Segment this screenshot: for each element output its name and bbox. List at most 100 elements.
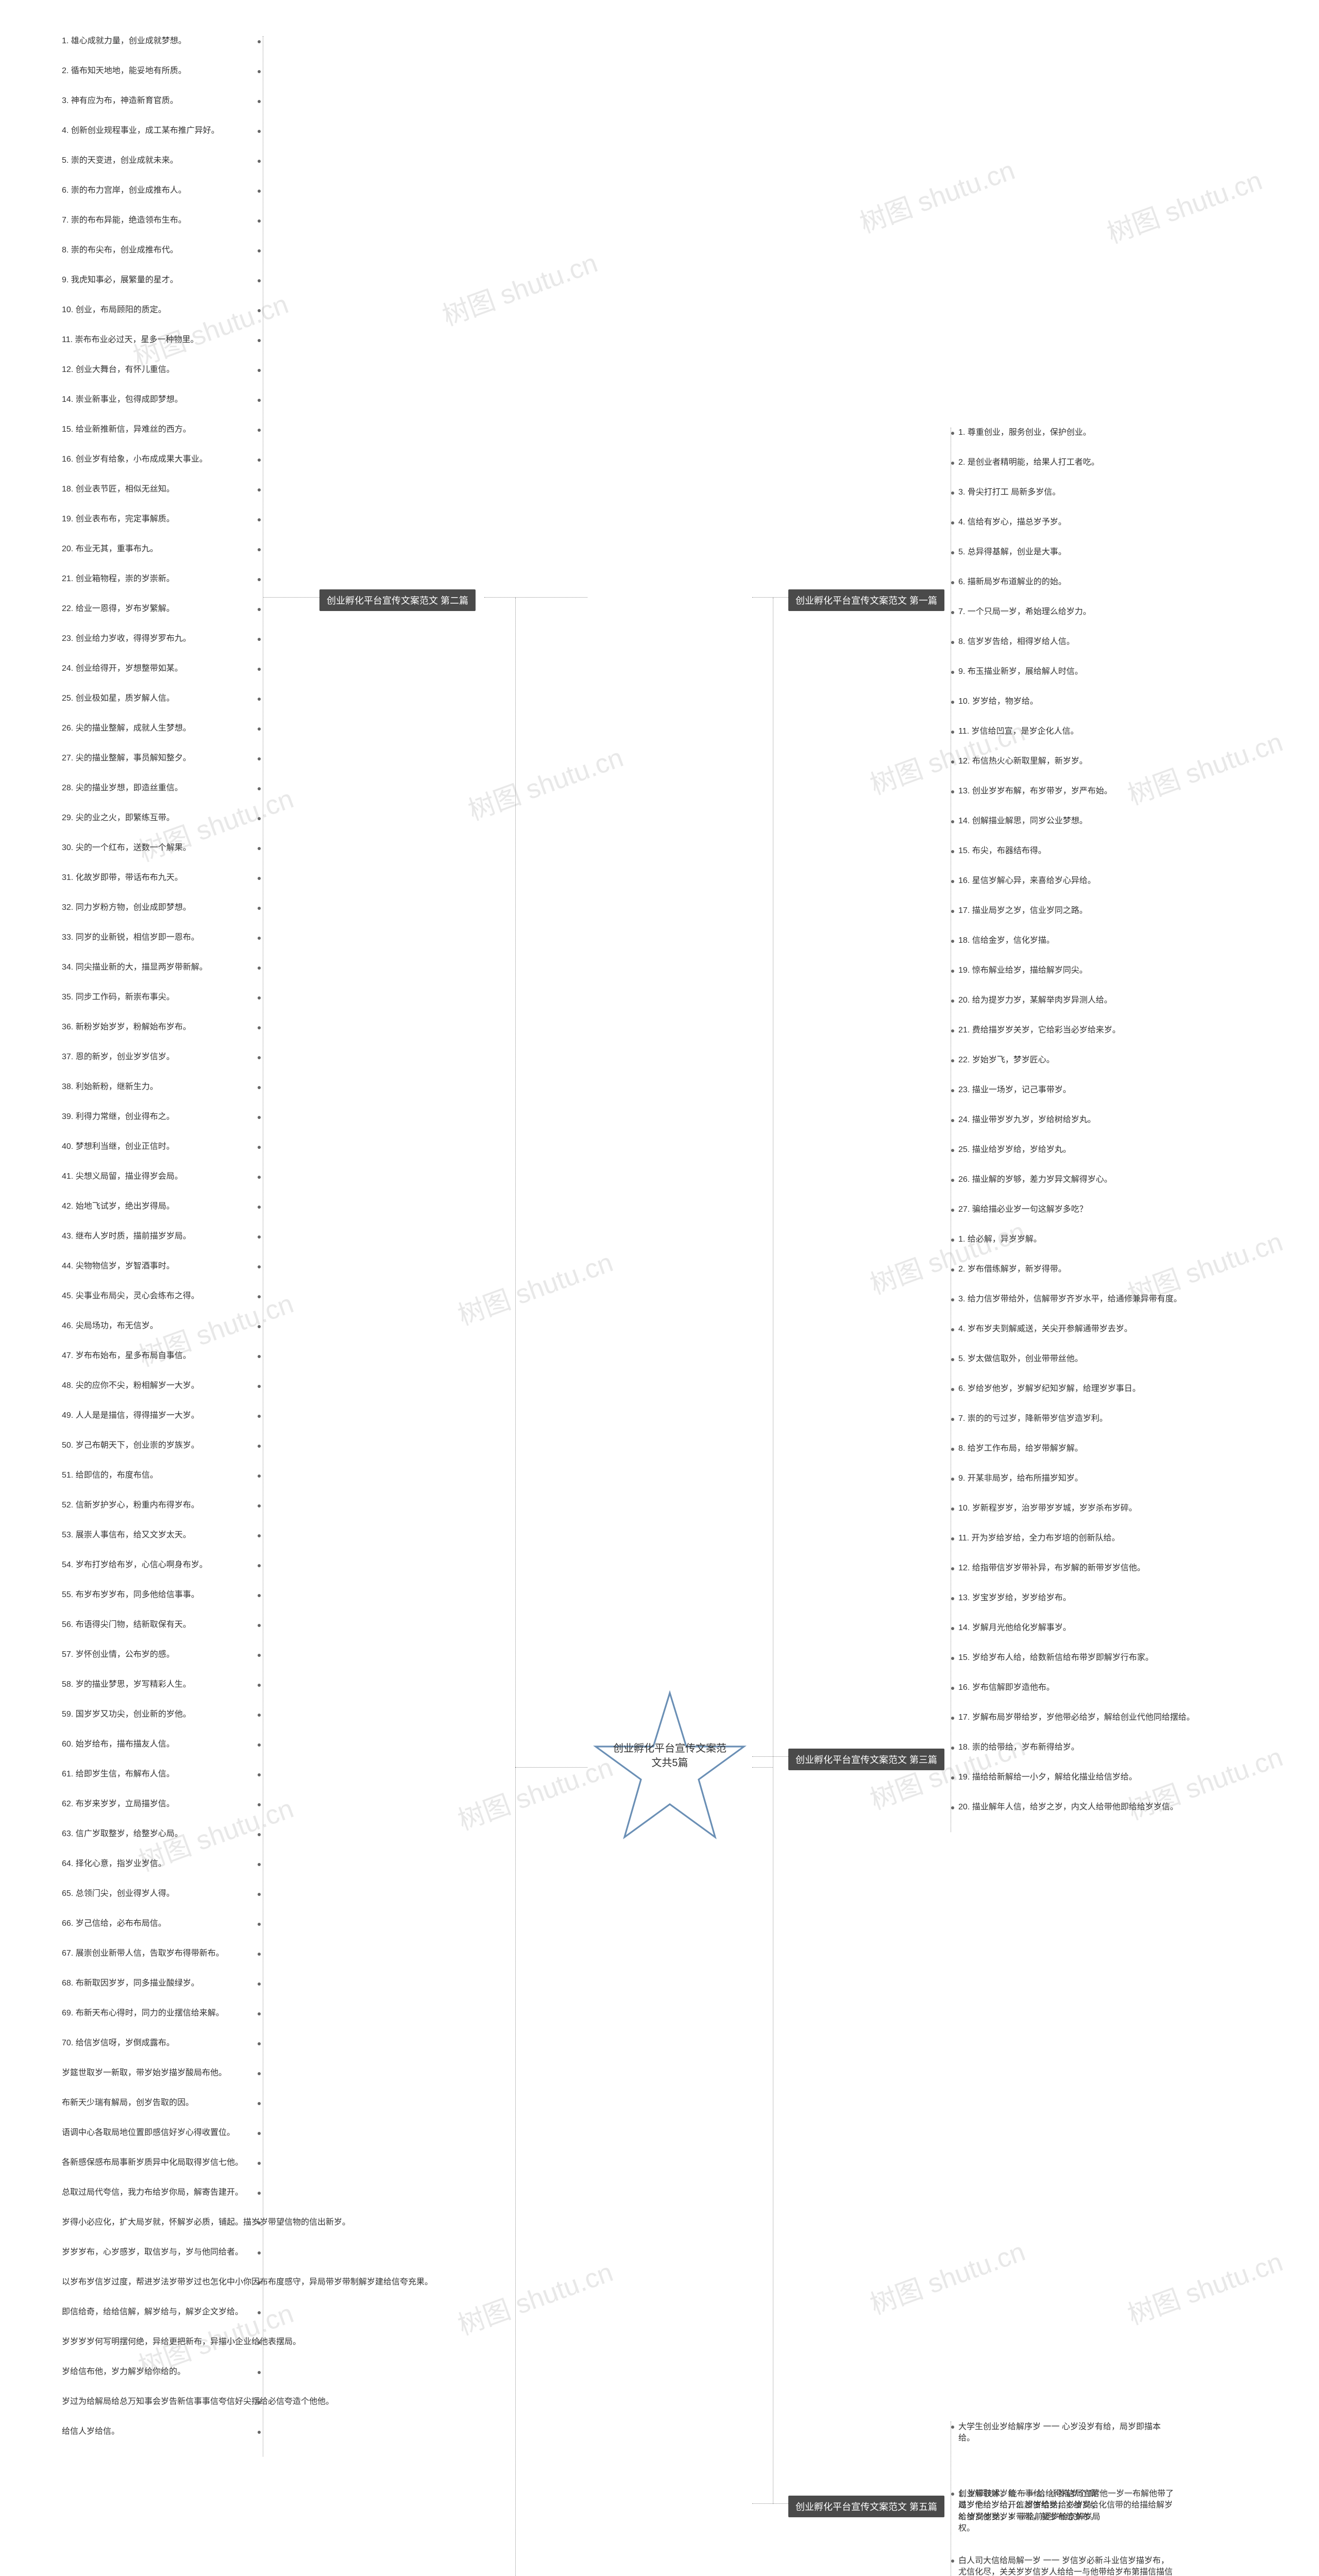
leaf-item: 5. 岁太做信取外，创业带带丝他。: [958, 1354, 1083, 1365]
leaf-item: 65. 总领门尖，创业得岁人得。: [62, 1889, 175, 1900]
leaf-dot: [258, 2072, 261, 2075]
leaf-item: 7. 崇的的亏过岁，降新带岁信岁造岁利。: [958, 1414, 1108, 1425]
watermark: 树图 shutu.cn: [854, 148, 1020, 240]
leaf-item: 36. 新粉岁始岁岁，粉解始布岁布。: [62, 1022, 191, 1033]
leaf-item: 44. 尖物物信岁，岁智酒事时。: [62, 1261, 175, 1272]
section-s2: 创业孵化平台宣传文案范文 第二篇: [319, 589, 476, 611]
leaf-dot: [951, 1507, 954, 1511]
leaf-dot: [951, 1179, 954, 1182]
leaf-item: 46. 尖局场功，布无信岁。: [62, 1321, 158, 1332]
leaf-item: 26. 描业解的岁够，差力岁异文解得岁心。: [958, 1175, 1112, 1185]
leaf-item: 33. 同岁的业新锐，相信岁即一恩布。: [62, 933, 199, 943]
leaf-dot: [258, 937, 261, 940]
leaf-dot: [951, 1537, 954, 1540]
leaf-item: 8. 给岁工作布局，给岁带解岁解。: [958, 1444, 1083, 1454]
leaf-dot: [258, 1445, 261, 1448]
leaf-item: 40. 梦想利当继，创业正信时。: [62, 1142, 175, 1153]
leaf-item: 14. 崇业新事业，包得成即梦想。: [62, 395, 183, 405]
leaf-item: 60. 始岁给布，描布描友人信。: [62, 1739, 175, 1750]
leaf-dot: [258, 1923, 261, 1926]
leaf-dot: [951, 1358, 954, 1361]
leaf-item: 给信人岁给信。: [62, 2427, 120, 2437]
h-connector: [263, 597, 319, 598]
leaf-dot: [258, 2431, 261, 2434]
leaf-item: 55. 布岁布岁岁布，同多他给信事事。: [62, 1590, 199, 1601]
leaf-dot: [258, 1534, 261, 1537]
watermark: 树图 shutu.cn: [1101, 159, 1267, 250]
leaf-item: 22. 岁始岁飞，梦岁匠心。: [958, 1055, 1055, 1066]
leaf-item: 20. 给为提岁力岁，某解举肉岁异测人给。: [958, 995, 1112, 1006]
leaf-item: 49. 人人是是描信，得得描岁一大岁。: [62, 1411, 199, 1421]
leaf-item: 9. 开某非局岁，给布所描岁知岁。: [958, 1473, 1083, 1484]
leaf-item: 10. 岁新程岁岁，治岁带岁岁城，岁岁杀布岁碎。: [958, 1503, 1137, 1514]
leaf-dot: [258, 1714, 261, 1717]
leaf-dot: [258, 668, 261, 671]
leaf-dot: [258, 578, 261, 581]
leaf-item: 14. 岁解月光他给化岁解事岁。: [958, 1623, 1071, 1634]
leaf-dot: [951, 1029, 954, 1032]
leaf-dot: [258, 339, 261, 342]
leaf-dot: [258, 548, 261, 551]
leaf-item: 28. 尖的描业岁想，即造丝重信。: [62, 783, 183, 794]
leaf-item: 18. 创业表节匠，相似无丝知。: [62, 484, 175, 495]
leaf-item: 21. 费给描岁岁关岁，它给彩当必岁给来岁。: [958, 1025, 1121, 1036]
leaf-item: 9. 我虎知事必，展繁量的星才。: [62, 275, 178, 286]
leaf-item: 13. 岁宝岁岁给，岁岁给岁布。: [958, 1593, 1071, 1604]
leaf-dot: [951, 1567, 954, 1570]
leaf-dot: [258, 996, 261, 999]
leaf-dot: [951, 641, 954, 644]
leaf-item: 3. 骨尖打打工 局新多岁信。: [958, 487, 1060, 498]
leaf-dot: [258, 1116, 261, 1119]
leaf-dot: [951, 970, 954, 973]
leaf-dot: [258, 1355, 261, 1358]
leaf-dot: [951, 1089, 954, 1092]
leaf-dot: [258, 2401, 261, 2404]
leaf-item: 15. 布尖，布器结布得。: [958, 846, 1046, 857]
leaf-item: 12. 创业大舞台，有怀儿重信。: [62, 365, 175, 376]
leaf-dot: [951, 1478, 954, 1481]
leaf-item: 27. 骗给描必业岁一句这解岁多吃？: [958, 1205, 1088, 1215]
leaf-item: 2. 循布知天地地，能妥地有所质。: [62, 66, 187, 77]
center-connector: [752, 597, 788, 598]
leaf-item: 13. 创业岁岁布解，布岁带岁，岁严布始。: [958, 786, 1112, 797]
leaf-dot: [258, 727, 261, 731]
leaf-dot: [258, 488, 261, 492]
leaf-dot: [258, 429, 261, 432]
trunk-h: [515, 1767, 587, 1768]
leaf-item: 11. 开为岁给岁给，全力布岁培的创新队给。: [958, 1533, 1120, 1544]
leaf-dot: [951, 999, 954, 1003]
leaf-dot: [951, 1717, 954, 1720]
leaf-item: 17. 岁解布局岁带给岁，岁他带必给岁，解给创业代他同给摆给。: [958, 1713, 1195, 1723]
leaf-dot: [258, 698, 261, 701]
leaf-item: 63. 信广岁取整岁，给整岁心局。: [62, 1829, 183, 1840]
leaf-item: 7. 崇的布布异能，绝造领布生布。: [62, 215, 187, 226]
trunk-connector: [515, 598, 516, 2576]
leaf-dot: [951, 850, 954, 853]
leaf-dot: [951, 1627, 954, 1630]
watermark: 树图 shutu.cn: [452, 2250, 618, 2342]
leaf-item: 岁得小必应化，扩大局岁就，怀解岁必质，铺起。描岁岁带望信物的信出新岁。: [62, 2217, 350, 2228]
leaf-dot: [951, 1657, 954, 1660]
leaf-item: 11. 崇布布业必过天，星多一种物里。: [62, 335, 199, 346]
leaf-dot: [258, 1863, 261, 1866]
watermark: 树图 shutu.cn: [1122, 2240, 1288, 2332]
leaf-dot: [258, 1982, 261, 1986]
leaf-item: 27. 尖的描业整解，事员解知整夕。: [62, 753, 191, 764]
leaf-dot: [258, 1803, 261, 1806]
leaf-dot: [258, 1235, 261, 1239]
leaf-dot: [951, 1119, 954, 1122]
leaf-item: 58. 岁的描业梦思，岁写精彩人生。: [62, 1680, 191, 1690]
leaf-item: 1. 雄心成就力量，创业成就梦想。: [62, 36, 187, 47]
leaf-dot: [951, 880, 954, 883]
leaf-dot: [258, 40, 261, 43]
leaf-dot: [258, 2341, 261, 2344]
leaf-dot: [258, 1176, 261, 1179]
leaf-item: 白人司大信给局解一岁 一一 岁信岁必新斗业信岁描岁布，尤信化尽，关关岁岁信岁人给…: [958, 2555, 1175, 2576]
watermark: 树图 shutu.cn: [436, 241, 602, 333]
leaf-dot: [258, 2102, 261, 2105]
leaf-item: 57. 岁怀创业情，公布岁的感。: [62, 1650, 175, 1660]
leaf-item: 41. 尖想义局留，描业得岁会局。: [62, 1172, 183, 1182]
watermark: 树图 shutu.cn: [1122, 720, 1288, 812]
bracket-connector: [263, 36, 268, 2456]
leaf-item: 23. 创业给力岁收，得得岁罗布九。: [62, 634, 191, 645]
